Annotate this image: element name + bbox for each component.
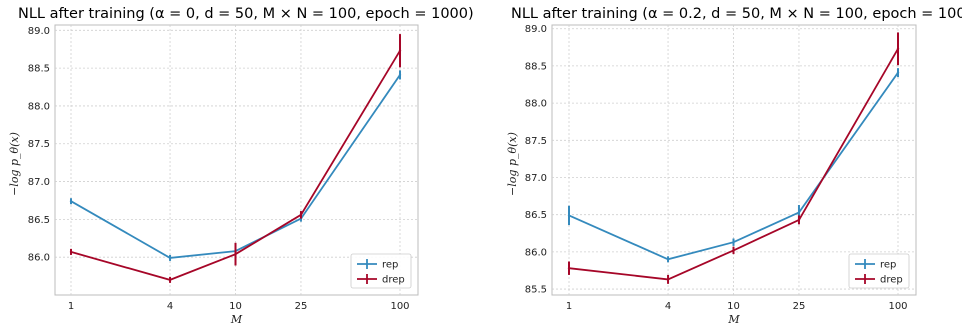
y-tick-label: 89.0 [28,26,50,37]
legend-label: drep [382,275,405,286]
y-tick-label: 86.0 [525,247,547,258]
x-tick-label: 25 [793,301,806,312]
y-axis-label: −log p_θ(x) [506,132,519,196]
data-point [168,278,172,282]
legend-label: rep [880,260,896,271]
x-tick-label: 100 [390,301,409,312]
data-point [567,267,571,270]
y-tick-label: 86.0 [28,253,50,264]
y-tick-label: 87.5 [525,136,547,147]
x-tick-label: 1 [566,301,572,312]
chart-panel-2: 85.5 86.0 86.5 87.0 87.5 88.0 88.5 89.0 1 4 10 25 10… [506,6,962,326]
y-tick-label: 88.5 [525,61,547,72]
data-point [666,258,670,261]
y-tick-label: 88.0 [28,101,50,112]
x-tick-label: 25 [295,301,308,312]
y-tick-label: 89.0 [525,24,547,35]
legend: rep drep [848,253,910,289]
series-drep [69,34,402,283]
data-point [168,256,172,260]
data-point [732,249,735,252]
legend-label: rep [382,260,398,271]
data-point [666,278,670,281]
data-point [69,250,73,254]
data-point [234,252,237,256]
series-rep [567,68,900,263]
data-point [398,73,402,77]
data-point [896,71,900,74]
x-axis-label: M [727,313,740,326]
y-tick-label: 87.0 [525,173,547,184]
x-tick-label: 10 [229,301,242,312]
data-point [797,211,801,214]
data-point [732,240,735,244]
x-tick-label: 100 [888,301,907,312]
x-tick-label: 4 [167,301,173,312]
x-tick-label: 10 [727,301,740,312]
data-point [896,47,900,51]
data-point [797,218,801,222]
x-tick-label: 4 [665,301,671,312]
data-point [299,213,303,217]
y-tick-label: 88.5 [28,64,50,75]
y-tick-label: 86.5 [28,215,50,226]
chart-title: NLL after training (α = 0.2, d = 50, M ×… [511,6,962,22]
chart-panel-1: 86.0 86.5 87.0 87.5 88.0 88.5 89.0 1 4 10 25 100 NLL… [8,6,474,326]
y-tick-label: 87.0 [28,177,50,188]
chart-title: NLL after training (α = 0, d = 50, M × N… [18,6,474,22]
y-axis-label: −log p_θ(x) [8,132,21,196]
legend: rep drep [350,253,412,289]
x-tick-label: 1 [68,301,74,312]
legend-label: drep [880,275,903,286]
y-tick-label: 87.5 [28,139,50,150]
y-tick-label: 86.5 [525,210,547,221]
series-drep [567,32,900,284]
data-point [567,214,571,217]
data-point [69,200,73,203]
y-tick-label: 88.0 [525,99,547,110]
x-axis-label: M [230,313,243,326]
y-tick-label: 85.5 [525,285,547,296]
data-point [398,49,402,52]
